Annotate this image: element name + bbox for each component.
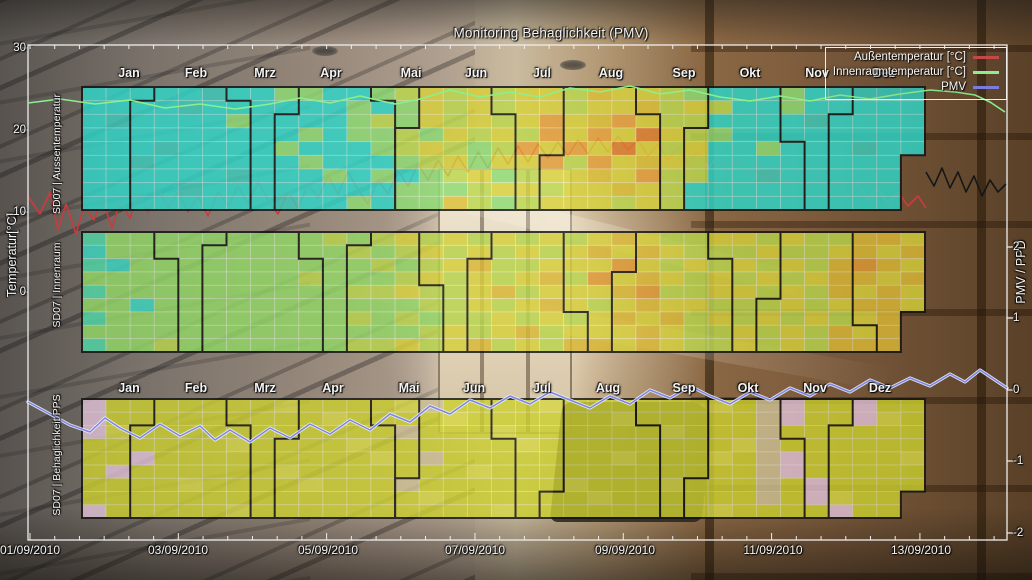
legend-line-swatch — [973, 56, 999, 59]
month-divider — [635, 399, 662, 518]
legend-item: Außentemperatur [°C] — [854, 50, 999, 65]
month-divider — [394, 399, 421, 518]
month-divider — [683, 399, 710, 518]
month-divider — [827, 399, 854, 518]
month-divider — [635, 87, 662, 210]
month-divider — [297, 232, 324, 352]
band-outline — [81, 86, 926, 211]
band-aussentemperatur — [81, 86, 926, 211]
legend-item-label: Innenraumtemperatur [°C] — [832, 66, 966, 78]
legend-item: PMV — [941, 80, 999, 95]
band-behaglichkeit-pps — [81, 398, 926, 519]
trace-pmv — [27, 369, 1008, 443]
month-divider — [273, 87, 300, 210]
month-divider — [273, 399, 300, 518]
month-divider — [538, 87, 565, 210]
legend-item-label: Außentemperatur [°C] — [854, 51, 966, 63]
month-divider — [683, 87, 710, 210]
legend-item: Innenraumtemperatur [°C] — [833, 65, 999, 80]
legend-line-swatch — [973, 86, 999, 89]
month-divider — [418, 232, 445, 352]
month-divider — [153, 232, 180, 352]
band-innenraum — [81, 231, 926, 353]
trace-aussentemperatur-tail — [925, 167, 1007, 197]
month-divider — [562, 232, 589, 352]
month-divider — [129, 399, 156, 518]
month-divider — [370, 399, 397, 518]
legend-line-swatch — [973, 71, 999, 74]
trace-innenraumtemperatur — [27, 85, 1006, 113]
month-divider — [755, 232, 782, 352]
month-divider — [610, 232, 637, 352]
month-divider — [129, 87, 156, 210]
month-divider — [779, 399, 806, 518]
band-outline — [81, 231, 926, 353]
band-outline — [81, 398, 926, 519]
month-divider — [490, 399, 517, 518]
month-divider — [225, 399, 252, 518]
month-divider — [201, 232, 228, 352]
month-divider — [851, 232, 878, 352]
month-divider — [394, 87, 421, 210]
month-divider — [345, 232, 372, 352]
month-divider — [490, 87, 517, 210]
chart-legend: Außentemperatur [°C] Innenraumtemperatur … — [824, 47, 1007, 100]
month-divider — [538, 399, 565, 518]
month-divider — [225, 87, 252, 210]
month-divider — [707, 232, 734, 352]
legend-item-label: PMV — [941, 81, 966, 93]
month-divider — [827, 87, 854, 210]
month-divider — [466, 232, 493, 352]
month-divider — [779, 87, 806, 210]
